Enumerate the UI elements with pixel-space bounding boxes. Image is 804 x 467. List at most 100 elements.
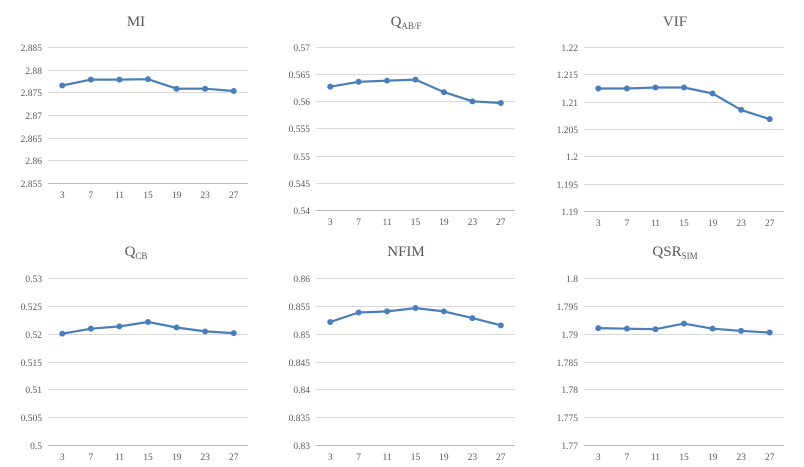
chart-title-subscript: AB/F: [401, 21, 421, 31]
y-tick-label: 1.775: [557, 414, 579, 424]
x-tick-label: 27: [496, 453, 506, 463]
chart-title-main: NFIM: [387, 244, 425, 260]
y-tick-label: 0.52: [25, 331, 42, 341]
x-tick-label: 19: [708, 453, 718, 463]
data-point: [355, 309, 362, 316]
data-point: [623, 85, 630, 92]
x-tick-label: 19: [172, 191, 182, 201]
chart-title: VIF: [663, 14, 687, 30]
data-point: [116, 76, 123, 83]
chart-panel-2: QAB/F 0.54 0.545 0.55 0.555 0.56 0.565 0.57 3 7 11…: [289, 14, 515, 228]
x-tick-label: 11: [651, 219, 660, 229]
y-tick-label: 0.565: [289, 71, 311, 81]
data-point: [652, 84, 659, 91]
y-tick-label: 2.885: [21, 44, 43, 54]
y-tick-label: 1.19: [561, 208, 578, 218]
data-point: [681, 320, 687, 327]
data-point: [230, 330, 237, 337]
data-point: [652, 326, 659, 333]
y-tick-label: 0.86: [293, 275, 310, 285]
y-tick-label: 0.525: [21, 303, 43, 313]
y-tick-label: 0.545: [289, 180, 311, 190]
x-tick-label: 27: [229, 453, 239, 463]
y-tick-label: 1.78: [561, 386, 578, 396]
chart-title-main: VIF: [663, 14, 687, 30]
series-line: [330, 78, 501, 105]
data-point: [384, 308, 391, 315]
data-point: [355, 78, 362, 85]
y-tick-label: 2.865: [21, 135, 43, 145]
series-line: [598, 86, 771, 121]
chart-title: MI: [127, 14, 145, 30]
x-tick-label: 19: [172, 453, 182, 463]
chart-panel-6: QSRSIM 1.77 1.775 1.78 1.785 1.79 1.795 1.8 3 7 11…: [557, 244, 784, 463]
x-tick-label: 7: [356, 218, 361, 228]
data-point: [681, 84, 687, 91]
x-tick-label: 27: [765, 453, 775, 463]
chart-title-main: MI: [127, 14, 145, 30]
y-tick-label: 0.53: [25, 275, 42, 285]
y-tick-label: 2.875: [21, 89, 43, 99]
y-tick-label: 0.845: [289, 359, 311, 369]
chart-title: QCB: [125, 244, 148, 261]
x-tick-label: 15: [143, 453, 153, 463]
data-point: [738, 327, 745, 334]
chart-panel-4: QCB 0.5 0.505 0.51 0.515 0.52 0.525 0.53 3 7 11 15 1…: [21, 244, 248, 463]
y-tick-label: 0.56: [293, 98, 310, 108]
chart-title: NFIM: [387, 244, 425, 260]
y-tick-label: 0.54: [293, 207, 310, 217]
y-tick-label: 0.51: [25, 386, 42, 396]
data-point: [145, 318, 151, 325]
y-tick-label: 1.79: [561, 331, 578, 341]
chart-title-main: Q: [391, 14, 402, 30]
x-tick-label: 3: [60, 191, 65, 201]
chart-title-subscript: SIM: [682, 251, 698, 261]
x-tick-label: 15: [411, 218, 421, 228]
chart-title: QAB/F: [391, 14, 422, 31]
x-tick-label: 19: [439, 453, 449, 463]
chart-title-main: Q: [125, 244, 136, 260]
y-tick-label: 0.84: [293, 386, 310, 396]
x-tick-label: 11: [651, 453, 660, 463]
x-tick-label: 15: [143, 191, 153, 201]
x-tick-label: 11: [382, 453, 391, 463]
y-tick-label: 1.21: [561, 99, 578, 109]
x-tick-label: 3: [328, 453, 333, 463]
y-tick-label: 2.855: [21, 180, 43, 190]
chart-panel-5: NFIM 0.83 0.835 0.84 0.845 0.85 0.855 0.86 3 7 11 1…: [289, 244, 515, 463]
x-tick-label: 3: [596, 453, 601, 463]
x-tick-label: 11: [115, 453, 124, 463]
x-tick-label: 23: [468, 218, 478, 228]
data-point: [412, 305, 419, 312]
y-tick-label: 1.205: [557, 126, 579, 136]
x-tick-label: 23: [736, 453, 746, 463]
y-tick-label: 0.555: [289, 125, 311, 135]
data-point: [766, 116, 773, 123]
data-point: [384, 77, 391, 84]
data-point: [469, 98, 476, 105]
data-point: [230, 87, 237, 94]
chart-title-main: QSR: [652, 244, 681, 260]
y-tick-label: 1.2: [566, 153, 578, 163]
x-tick-label: 23: [468, 453, 478, 463]
chart-title: QSRSIM: [652, 244, 697, 261]
x-tick-label: 23: [200, 191, 210, 201]
x-tick-label: 27: [765, 219, 775, 229]
data-point: [173, 324, 180, 331]
x-tick-label: 3: [596, 219, 601, 229]
x-tick-label: 7: [88, 453, 93, 463]
y-tick-label: 0.835: [289, 414, 311, 424]
x-tick-label: 23: [200, 453, 210, 463]
x-tick-label: 7: [88, 191, 93, 201]
data-point: [202, 328, 209, 335]
data-point: [595, 85, 602, 92]
data-point: [202, 85, 209, 92]
chart-title-subscript: CB: [135, 251, 147, 261]
data-point: [440, 89, 447, 96]
y-tick-label: 1.785: [557, 359, 579, 369]
data-point: [766, 329, 773, 336]
x-tick-label: 27: [229, 191, 239, 201]
y-tick-label: 1.795: [557, 303, 579, 313]
x-tick-label: 15: [411, 453, 421, 463]
y-tick-label: 1.77: [561, 442, 578, 452]
